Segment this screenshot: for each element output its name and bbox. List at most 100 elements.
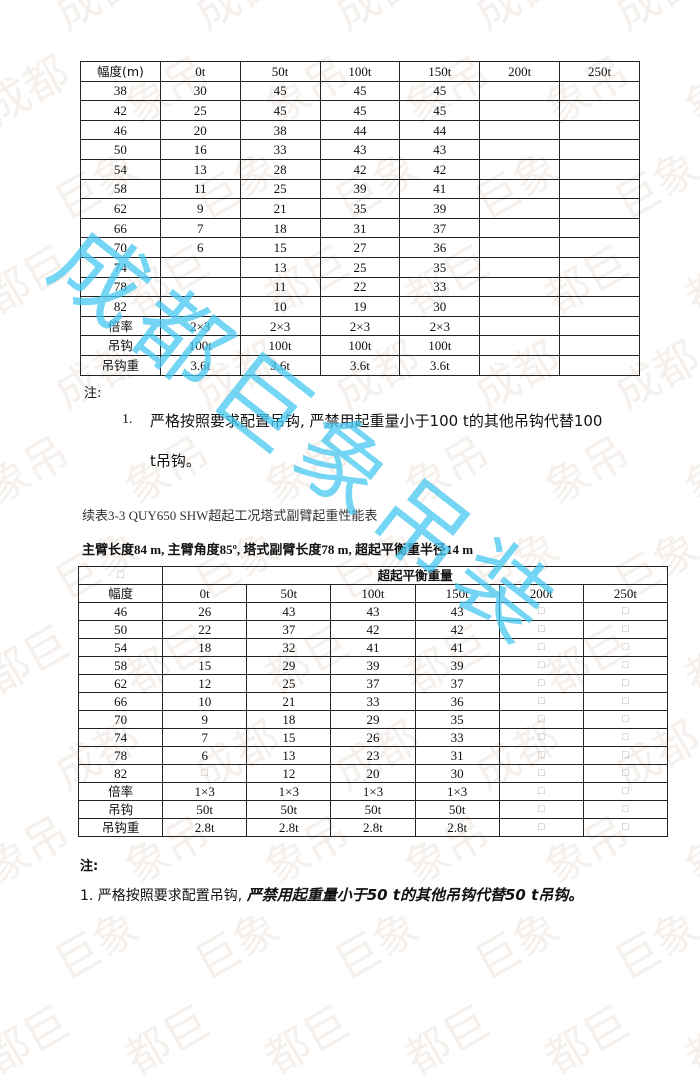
column-header: 0t — [162, 584, 248, 603]
corner-cell: □ — [77, 566, 164, 585]
table-cell: 31 — [414, 746, 500, 765]
table-cell: 50t — [162, 800, 248, 819]
table-cell: 15 — [239, 237, 321, 258]
row-label: 54 — [77, 638, 164, 657]
table-row: 46 20 38 44 44 — [80, 119, 640, 141]
table-row: 吊钩 50t 50t 50t 50t □ □ — [77, 800, 669, 819]
table-cell: 12 — [162, 674, 248, 693]
table-cell: □ — [582, 638, 669, 657]
table-cell: 6 — [162, 746, 248, 765]
table-cell: 21 — [246, 692, 332, 711]
table-cell: □ — [498, 782, 584, 801]
table-cell: □ — [498, 764, 584, 783]
table-cell — [559, 296, 640, 317]
table-row: 吊钩重 3.6t 3.6t 3.6t 3.6t — [80, 354, 640, 376]
row-label: 74 — [77, 728, 164, 747]
row-label: 吊钩重 — [80, 354, 161, 376]
table-cell: 32 — [246, 638, 332, 657]
watermark-text: 都巨 — [675, 996, 700, 1085]
row-label: 70 — [80, 237, 161, 258]
column-header: 幅度 — [77, 584, 164, 603]
column-header: 250t — [582, 584, 669, 603]
column-header: 0t — [159, 61, 241, 82]
table-row: 倍率 1×3 1×3 1×3 1×3 □ □ — [77, 782, 669, 801]
watermark-text: 都巨 — [535, 996, 638, 1085]
table-cell: □ — [498, 674, 584, 693]
table-cell: □ — [498, 692, 584, 711]
row-label: 50 — [77, 620, 164, 639]
table-2-subtitle: 主臂长度84 m, 主臂角度85º, 塔式副臂长度78 m, 超起平衡重半径14… — [82, 542, 474, 557]
table-cell: □ — [498, 746, 584, 765]
table-cell: 37 — [414, 674, 500, 693]
table-cell: 2×3 — [319, 315, 401, 337]
table-cell: □ — [498, 638, 584, 657]
table-cell: 45 — [399, 80, 481, 102]
table-cell: 43 — [399, 139, 481, 160]
table-cell: 2.8t — [414, 818, 500, 837]
table-cell — [479, 178, 561, 200]
watermark-text: 都巨 — [115, 996, 218, 1085]
watermark-text: 成都 — [320, 0, 428, 42]
table-row: 54 18 32 41 41 □ □ — [77, 638, 669, 657]
load-table-1: 幅度(m) 0t 50t 100t 150t 200t 250t 38 30 45 45 45 42 25… — [80, 61, 640, 376]
table-cell — [479, 354, 561, 376]
note-2-item: 1. 严格按照要求配置吊钩, 严禁用起重量小于50 t的其他吊钩代替50 t吊钩… — [80, 884, 583, 905]
table-cell: 39 — [399, 198, 481, 219]
table-cell — [479, 119, 561, 141]
table-cell: 10 — [239, 296, 321, 317]
header-row: 幅度(m) 0t 50t 100t 150t 200t 250t — [80, 61, 640, 82]
table-cell: □ — [162, 764, 248, 783]
note-2-emphasis: 严禁用起重量小于50 t的其他吊钩代替50 t吊钩。 — [246, 886, 584, 904]
table-cell: □ — [498, 620, 584, 639]
watermark-text: 巨象 — [185, 901, 288, 990]
watermark-text: 都巨 — [675, 616, 700, 705]
table-cell — [559, 354, 640, 376]
table-cell — [559, 256, 640, 278]
table-cell — [159, 276, 241, 298]
table-cell — [559, 198, 640, 219]
table-cell — [479, 198, 561, 219]
table-cell: 12 — [246, 764, 332, 783]
table-cell: □ — [498, 710, 584, 729]
table-cell: □ — [582, 692, 669, 711]
table-cell: 25 — [246, 674, 332, 693]
table-cell: 11 — [239, 276, 321, 298]
row-label: 78 — [77, 746, 164, 765]
table-cell: 30 — [414, 764, 500, 783]
table-cell: 18 — [246, 710, 332, 729]
table-cell: 2.8t — [246, 818, 332, 837]
table-cell — [559, 119, 640, 141]
table-row: 54 13 28 42 42 — [80, 158, 640, 180]
table-cell: 37 — [330, 674, 416, 693]
table-cell: 26 — [162, 602, 248, 621]
table-cell: 18 — [162, 638, 248, 657]
table-cell — [479, 100, 561, 121]
table-cell: □ — [582, 782, 669, 801]
table-cell — [479, 256, 561, 278]
table-cell: 6 — [159, 237, 241, 258]
watermark-text: 都巨 — [255, 996, 358, 1085]
table-cell: 33 — [239, 139, 321, 160]
table-cell: 39 — [319, 178, 401, 200]
table-cell: 3.6t — [319, 354, 401, 376]
watermark-text: 象吊 — [675, 46, 700, 135]
watermark-text: 成都 — [40, 0, 148, 42]
table-cell — [559, 178, 640, 200]
row-label: 38 — [80, 80, 161, 102]
table-cell — [559, 237, 640, 258]
table-cell — [559, 100, 640, 121]
row-label: 82 — [80, 296, 161, 317]
table-cell: 100t — [319, 335, 401, 356]
watermark-text: 巨象 — [605, 901, 700, 990]
column-header: 100t — [319, 61, 401, 82]
table-cell: 50t — [414, 800, 500, 819]
watermark-text: 巨象 — [465, 901, 568, 990]
row-label: 66 — [80, 217, 161, 239]
table-cell — [559, 80, 640, 102]
table-cell: 41 — [330, 638, 416, 657]
watermark-text: 成都 — [0, 46, 78, 135]
table-row: 82 10 19 30 — [80, 296, 640, 317]
table-cell: □ — [582, 746, 669, 765]
table-cell — [159, 296, 241, 317]
row-label: 78 — [80, 276, 161, 298]
